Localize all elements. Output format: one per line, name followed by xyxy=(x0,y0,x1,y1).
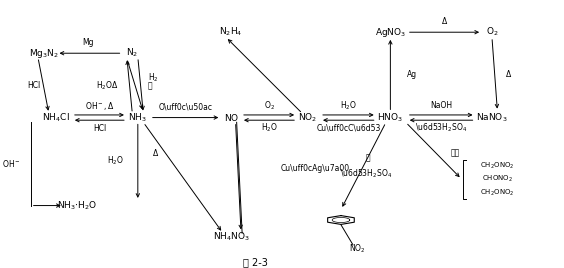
Text: 催: 催 xyxy=(148,81,152,90)
Text: $\rm H_2O\Delta$: $\rm H_2O\Delta$ xyxy=(96,79,118,92)
Text: $\rm NO_2$: $\rm NO_2$ xyxy=(349,243,366,255)
Text: 图 2-3: 图 2-3 xyxy=(244,257,268,267)
Text: $\rm NO$: $\rm NO$ xyxy=(223,112,239,123)
Text: $\rm NH_3{\cdot}H_2O$: $\rm NH_3{\cdot}H_2O$ xyxy=(58,199,98,212)
Text: Cu\uff0cAg\u7a00: Cu\uff0cAg\u7a00 xyxy=(280,164,350,173)
Text: Mg: Mg xyxy=(83,38,94,47)
Text: 苯: 苯 xyxy=(366,154,371,163)
Text: $\rm AgNO_3$: $\rm AgNO_3$ xyxy=(374,26,406,39)
Text: $\rm N_2H_4$: $\rm N_2H_4$ xyxy=(219,26,243,39)
Text: $\rm NO_2$: $\rm NO_2$ xyxy=(298,111,318,124)
Text: Δ: Δ xyxy=(153,149,158,158)
Text: $\rm O_2$: $\rm O_2$ xyxy=(263,99,275,112)
Text: Δ: Δ xyxy=(506,70,511,79)
Text: $\rm Mg_3N_2$: $\rm Mg_3N_2$ xyxy=(29,47,60,60)
Text: $\rm H_2O$: $\rm H_2O$ xyxy=(261,122,277,134)
Text: \u6d53$\rm H_2SO_4$: \u6d53$\rm H_2SO_4$ xyxy=(415,122,468,134)
Text: Ag: Ag xyxy=(407,70,417,79)
Text: HCl: HCl xyxy=(92,124,106,133)
Text: $\rm H_2$: $\rm H_2$ xyxy=(148,71,158,84)
Text: O\uff0c\u50ac: O\uff0c\u50ac xyxy=(158,103,213,111)
Text: $\rm NaNO_3$: $\rm NaNO_3$ xyxy=(476,111,508,124)
Text: \u6d53$\rm H_2SO_4$: \u6d53$\rm H_2SO_4$ xyxy=(340,168,392,180)
Text: $\rm N_2$: $\rm N_2$ xyxy=(126,47,138,59)
Text: $\rm H_2O$: $\rm H_2O$ xyxy=(107,155,124,168)
Text: NaOH: NaOH xyxy=(430,101,452,110)
Text: $\rm NH_3$: $\rm NH_3$ xyxy=(128,111,147,124)
Text: 甘油: 甘油 xyxy=(451,148,460,158)
Text: Cu\uff0cC\u6d53: Cu\uff0cC\u6d53 xyxy=(316,124,381,133)
Text: $\rm OH^-$: $\rm OH^-$ xyxy=(2,158,21,169)
Text: $\rm NH_4NO_3$: $\rm NH_4NO_3$ xyxy=(213,231,250,243)
Text: $\rm O_2$: $\rm O_2$ xyxy=(486,26,498,39)
Text: Δ: Δ xyxy=(442,17,447,26)
Text: $\rm CH_2ONO_2$: $\rm CH_2ONO_2$ xyxy=(480,187,515,198)
Text: $\rm NH_4Cl$: $\rm NH_4Cl$ xyxy=(42,111,69,124)
Text: $\rm OH^-,\Delta$: $\rm OH^-,\Delta$ xyxy=(85,100,114,112)
Text: $\rm H_2O$: $\rm H_2O$ xyxy=(340,99,357,112)
Text: $\rm CHONO_2$: $\rm CHONO_2$ xyxy=(482,174,513,184)
Text: HCl: HCl xyxy=(27,81,40,90)
Text: $\rm HNO_3$: $\rm HNO_3$ xyxy=(377,111,403,124)
Text: $\rm CH_2ONO_2$: $\rm CH_2ONO_2$ xyxy=(480,161,515,171)
